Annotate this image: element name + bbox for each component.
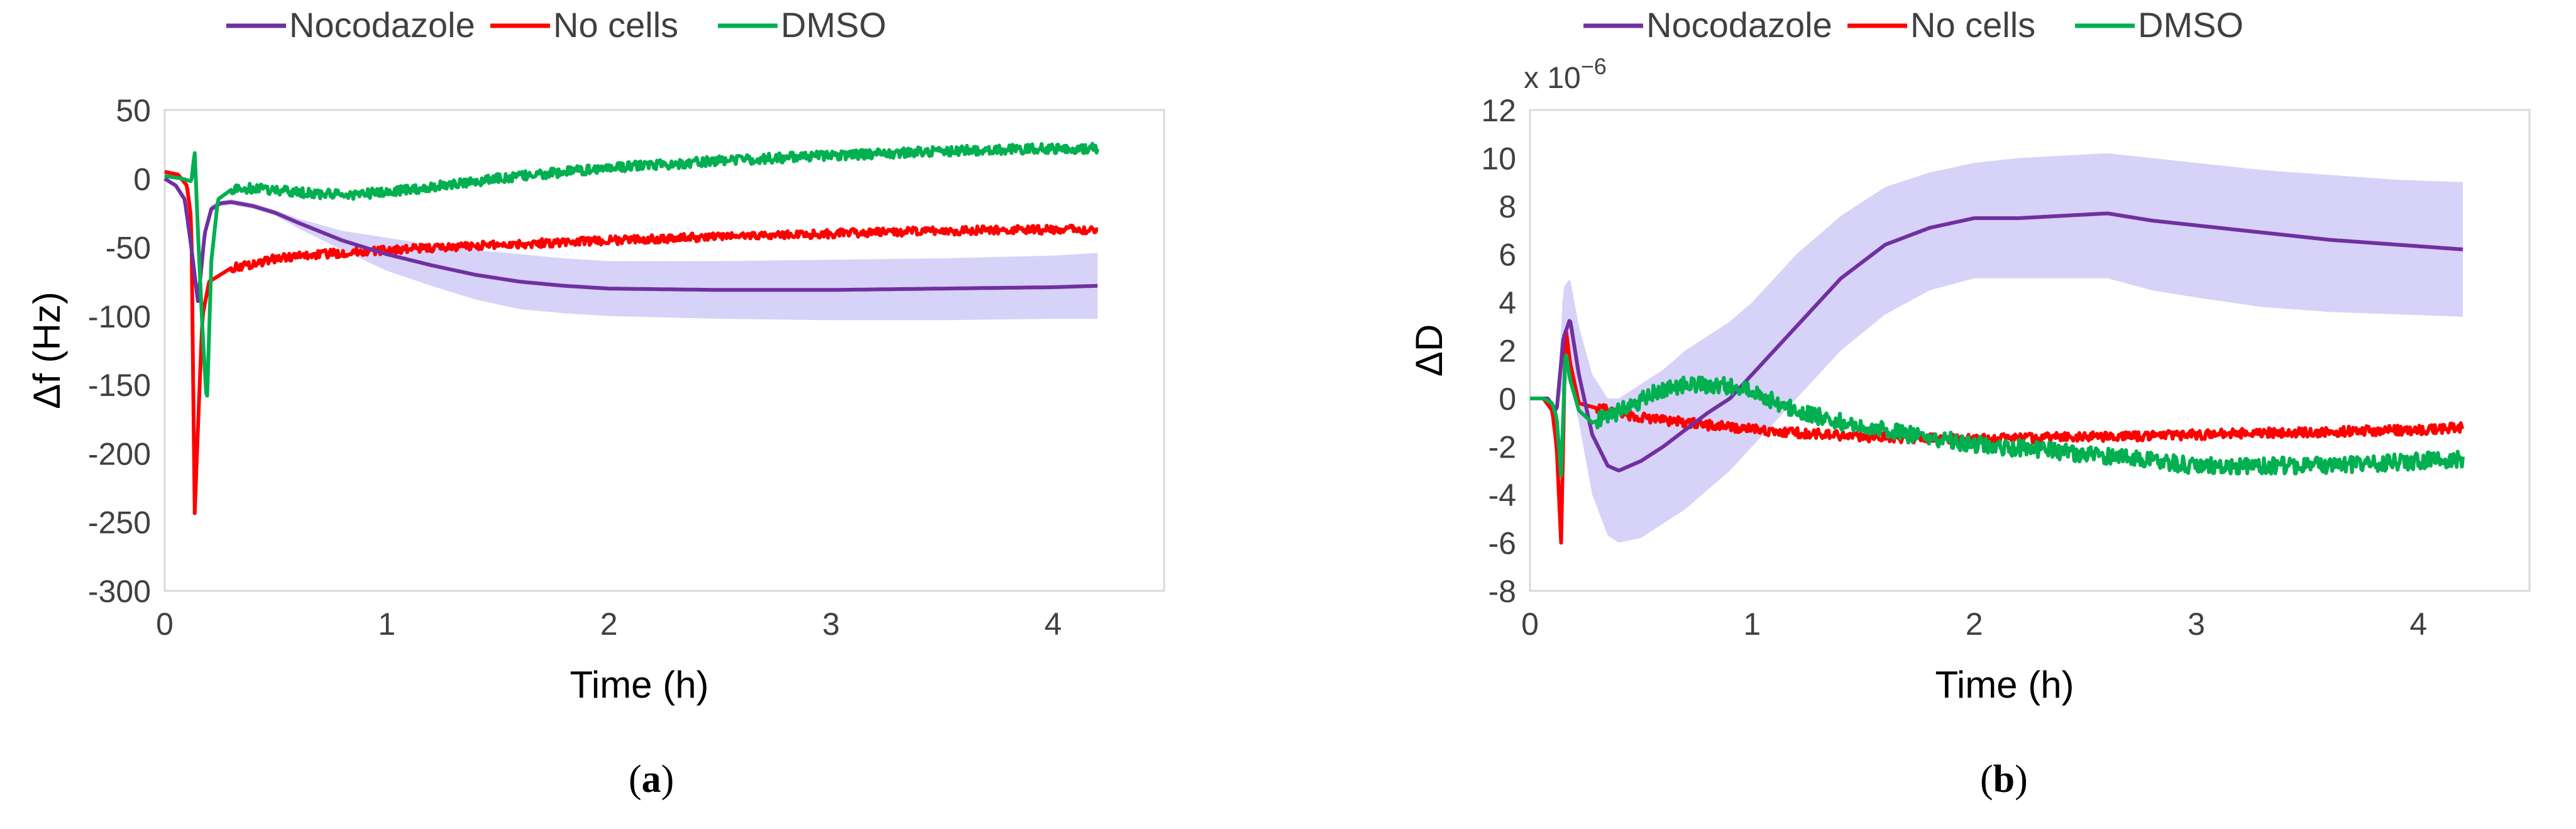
legend-label-dmso: DMSO — [781, 5, 886, 45]
plot-area-frame — [1529, 109, 2531, 592]
x-tick-label: 0 — [156, 607, 173, 642]
x-tick-label: 2 — [600, 607, 618, 642]
y-tick-label: 6 — [1499, 238, 1516, 273]
x-tick-label: 4 — [2409, 607, 2427, 642]
y-tick-label: 2 — [1499, 334, 1516, 369]
y-tick-label: -300 — [88, 574, 151, 609]
legend-label-no-cells: No cells — [553, 5, 678, 45]
chart-panel-a: 50 0 -50 -100 -150 -200 -250 -300 0 1 2 3 4 Time (h) Δ… — [26, 5, 1165, 706]
y-tick-label: 0 — [1499, 382, 1516, 417]
x-tick-label: 2 — [1966, 607, 1983, 642]
y-axis-title: Δf (Hz) — [26, 292, 68, 409]
y-tick-label: 12 — [1481, 93, 1516, 128]
y-tick-label: 4 — [1499, 285, 1516, 321]
y-tick-label: 8 — [1499, 189, 1516, 224]
legend-label-dmso: DMSO — [2138, 5, 2243, 45]
x-tick-label: 1 — [1743, 607, 1761, 642]
caption-b-letter: b — [1993, 758, 2015, 801]
series-line-no-cells — [1529, 330, 2465, 545]
caption-b: (b) — [1980, 758, 2028, 801]
y-tick-label: -50 — [106, 231, 151, 266]
x-tick-label: 3 — [822, 607, 840, 642]
y-axis-multiplier: x 10−6 — [1524, 53, 1607, 95]
y-tick-label: 10 — [1481, 141, 1516, 177]
series-line-nocodazole — [1529, 211, 2464, 473]
legend-label-no-cells: No cells — [1910, 5, 2035, 45]
series-line-no-cells — [163, 170, 1099, 515]
x-tick-label: 0 — [1521, 607, 1539, 642]
series-line-nocodazole — [163, 177, 1099, 304]
error-band-nocodazole — [165, 178, 1098, 321]
legend-label-nocodazole: Nocodazole — [1646, 5, 1832, 45]
legend-label-nocodazole: Nocodazole — [289, 5, 475, 45]
x-axis-title: Time (h) — [570, 664, 708, 706]
series-line-dmso — [163, 141, 1099, 398]
x-tick-label: 3 — [2188, 607, 2205, 642]
y-tick-label: -6 — [1489, 526, 1516, 561]
error-band-nocodazole — [1530, 153, 2463, 543]
caption-a-letter: a — [641, 758, 661, 801]
y-tick-label: -150 — [88, 368, 151, 403]
y-tick-label: -250 — [88, 505, 151, 541]
x-axis-title: Time (h) — [1935, 664, 2074, 706]
y-tick-label: -2 — [1489, 430, 1516, 465]
y-tick-label: -4 — [1489, 478, 1516, 513]
y-axis-title: ΔD — [1408, 324, 1450, 376]
plot-area-frame — [163, 109, 1165, 592]
caption-a: (a) — [629, 758, 674, 801]
x-tick-label: 1 — [378, 607, 395, 642]
y-tick-label: -8 — [1489, 574, 1516, 609]
y-tick-label: -100 — [88, 299, 151, 334]
y-tick-label: -200 — [88, 436, 151, 471]
chart-panel-b: 12 10 8 6 4 2 0 -2 -4 -6 -8 0 1 2 3 4 Time (h) ΔD x 10−6 No… — [1288, 0, 2576, 829]
y-tick-label: 0 — [133, 162, 151, 197]
x-tick-label: 4 — [1044, 607, 1062, 642]
y-tick-label: 50 — [116, 93, 151, 128]
y-axis-multiplier-exponent: −6 — [1581, 53, 1607, 79]
series-line-dmso — [1529, 353, 2465, 478]
